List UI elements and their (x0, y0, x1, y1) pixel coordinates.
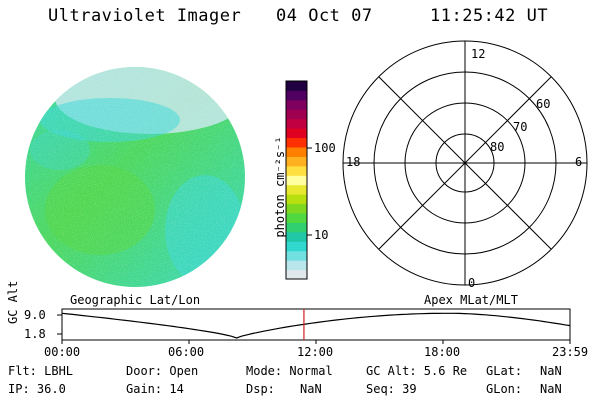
colorbar-cell (286, 99, 307, 110)
mlt-label-12: 12 (471, 47, 486, 61)
apex-label: Apex MLat/MLT (424, 293, 518, 307)
colorbar-cell (286, 175, 307, 186)
lat-label-60: 60 (536, 97, 551, 111)
y-tick-1-8: 1.8 (24, 327, 46, 341)
colorbar-cell (286, 147, 307, 157)
colorbar-cell (286, 90, 307, 101)
door-value: Door: Open (126, 364, 199, 378)
colorbar-cell (286, 250, 307, 261)
colorbar-cell (286, 194, 307, 205)
seq-value: Seq: 39 (366, 382, 417, 396)
ip-value: IP: 36.0 (8, 382, 66, 396)
timeline-frame (61, 308, 571, 341)
colorbar-cell (286, 165, 307, 176)
mlt-label-0: 0 (468, 276, 476, 290)
glat-value: NaN (540, 364, 562, 378)
colorbar-cell (286, 109, 307, 120)
timeline-plot (57, 308, 571, 344)
colorbar-cell (286, 213, 307, 223)
colorbar-cell (286, 137, 307, 148)
x-tick-1800: 18:00 (424, 345, 461, 359)
glon-label: GLon: (486, 382, 523, 396)
colorbar-tick-10: 10 (314, 228, 329, 242)
colorbar-cell (286, 269, 307, 280)
x-tick-1200: 12:00 (297, 345, 334, 359)
lat-label-70: 70 (513, 120, 528, 134)
time-label: 11:25:42 UT (430, 6, 549, 26)
colorbar-cell (286, 203, 307, 214)
colorbar-cell (286, 241, 307, 252)
colorbar-unit-label: photon cm⁻²s⁻¹ (273, 136, 287, 238)
dsp-label: Dsp: (246, 382, 275, 396)
gc-alt-curve (61, 312, 571, 339)
colorbar-cell (286, 184, 307, 195)
colorbar (285, 80, 312, 280)
uv-image-disk (25, 67, 245, 287)
gc-alt-axis-label: GC Alt (6, 280, 20, 324)
mlt-label-18: 18 (346, 155, 361, 169)
date-label: 04 Oct 07 (276, 6, 373, 26)
mode-value: Mode: Normal (246, 364, 333, 378)
glat-label: GLat: (486, 364, 523, 378)
colorbar-cell (286, 156, 307, 167)
lat-label-80: 80 (490, 140, 505, 154)
instrument-title: Ultraviolet Imager (48, 6, 242, 26)
colorbar-cell (286, 81, 307, 91)
colorbar-cell (286, 118, 307, 129)
gain-value: Gain: 14 (126, 382, 184, 396)
x-tick-0000: 00:00 (44, 345, 81, 359)
colorbar-cell (286, 231, 307, 242)
dsp-value: NaN (300, 382, 322, 396)
y-tick-9: 9.0 (24, 308, 46, 322)
geographic-label: Geographic Lat/Lon (70, 293, 201, 307)
polar-grid (342, 40, 588, 286)
polar-diagonal-2 (378, 76, 552, 250)
colorbar-cell (286, 128, 307, 139)
glon-value: NaN (540, 382, 562, 396)
colorbar-cell (286, 260, 307, 271)
x-tick-2359: 23:59 (552, 345, 589, 359)
x-tick-0600: 06:00 (168, 345, 205, 359)
flt-value: Flt: LBHL (8, 364, 74, 378)
colorbar-tick-100: 100 (314, 141, 336, 155)
mlt-label-6: 6 (575, 155, 583, 169)
gc-alt-value: GC Alt: 5.6 Re (366, 364, 468, 378)
colorbar-cell (286, 222, 307, 233)
